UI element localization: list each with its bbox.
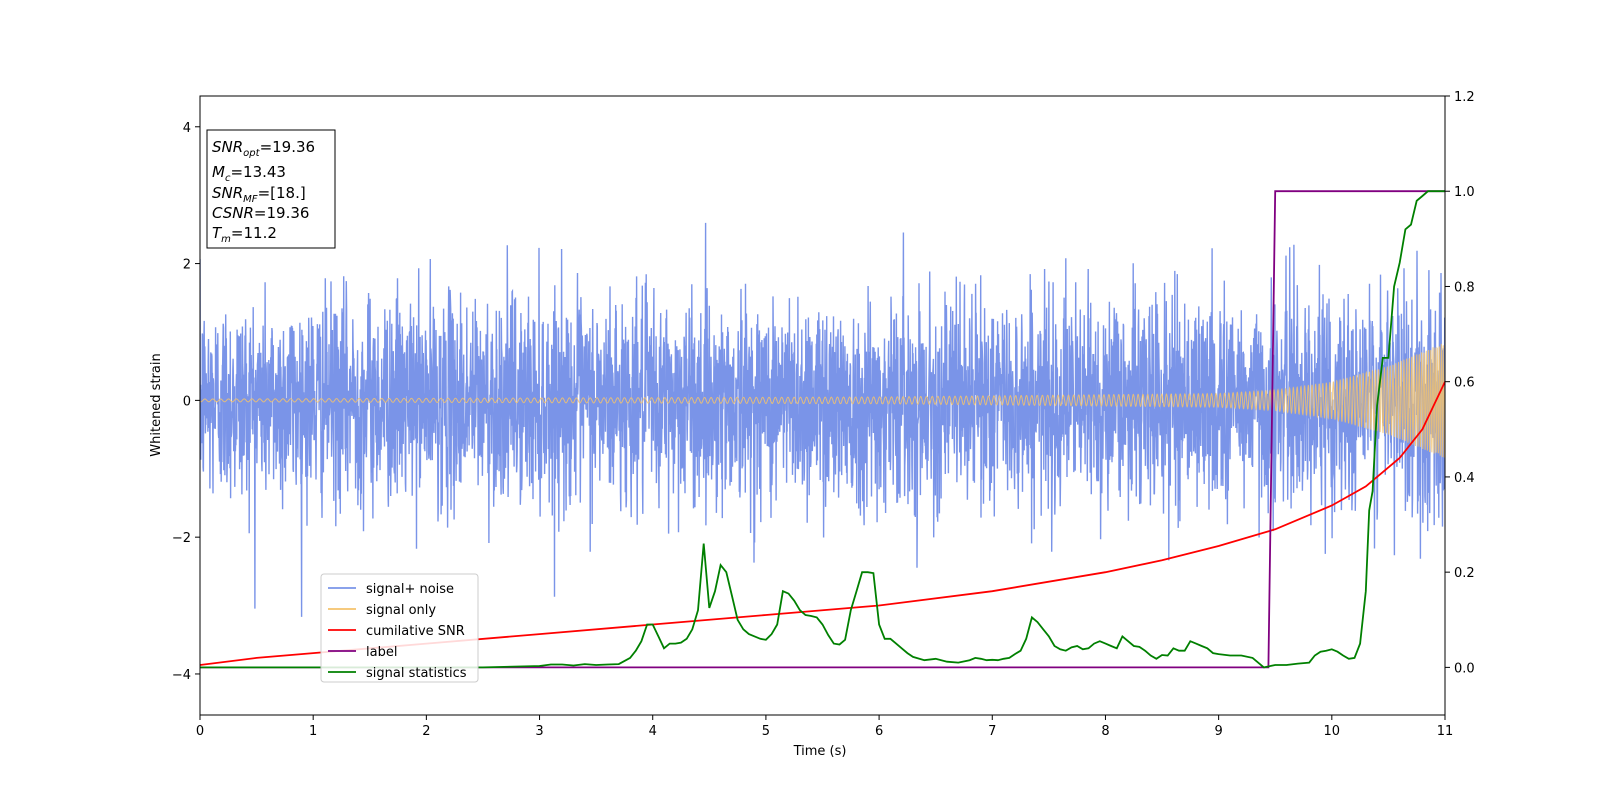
info-box-frame (206, 129, 336, 249)
y-tick-label: −2 (172, 531, 191, 546)
legend-label: signal statistics (366, 666, 467, 681)
y-right-tick-label: 0.2 (1454, 566, 1475, 581)
x-tick-label: 11 (1437, 724, 1454, 739)
info-snr-mf: SNRMF=[18.] (212, 184, 306, 205)
info-csnr: CSNR=19.36 (212, 204, 309, 222)
info-tm: Tm=11.2 (212, 224, 277, 245)
x-tick-label: 10 (1324, 724, 1341, 739)
y-axis-right: 0.0 0.2 0.4 0.6 0.8 1.0 1.2 (1445, 90, 1475, 676)
x-axis: 0 1 2 3 4 5 6 7 8 9 10 11 (196, 715, 1453, 739)
legend-label: cumilative SNR (366, 624, 465, 639)
y-right-tick-label: 0.0 (1454, 661, 1475, 676)
y-right-tick-label: 1.0 (1454, 185, 1475, 200)
info-box: SNRopt=19.36 Mc=13.43 SNRMF=[18.] CSNR=1… (206, 129, 336, 249)
legend-label: signal only (366, 603, 436, 618)
x-tick-label: 1 (309, 724, 317, 739)
legend-label: signal+ noise (366, 582, 454, 597)
series-line-signal-statistics (200, 190, 1445, 669)
y-tick-label: −4 (172, 668, 191, 683)
x-tick-label: 5 (762, 724, 770, 739)
x-axis-label: Time (s) (793, 744, 847, 759)
y-right-tick-label: 0.6 (1454, 376, 1475, 391)
y-axis-left: −4 −2 0 2 4 (172, 121, 200, 683)
y-right-tick-label: 1.2 (1454, 90, 1475, 105)
axes-frame (199, 95, 1446, 716)
x-tick-label: 2 (422, 724, 430, 739)
x-tick-label: 8 (1101, 724, 1109, 739)
legend: signal+ noise signal only cumilative SNR la… (320, 573, 479, 683)
series-line-signal-only (200, 343, 1445, 458)
x-tick-label: 0 (196, 724, 204, 739)
y-tick-label: 4 (183, 121, 191, 136)
x-tick-label: 3 (535, 724, 543, 739)
y-tick-label: 0 (183, 394, 191, 409)
x-tick-label: 9 (1214, 724, 1222, 739)
x-tick-label: 7 (988, 724, 996, 739)
x-tick-label: 4 (649, 724, 657, 739)
y-axis-label: Whitened strain (149, 353, 164, 456)
x-tick-label: 6 (875, 724, 883, 739)
info-snr-opt: SNRopt=19.36 (212, 138, 315, 159)
series-line-label (200, 190, 1445, 669)
info-mc: Mc=13.43 (212, 163, 286, 184)
legend-frame (320, 573, 479, 683)
y-right-tick-label: 0.8 (1454, 280, 1475, 295)
y-right-tick-label: 0.4 (1454, 471, 1475, 486)
y-tick-label: 2 (183, 258, 191, 273)
legend-label: label (366, 645, 397, 660)
